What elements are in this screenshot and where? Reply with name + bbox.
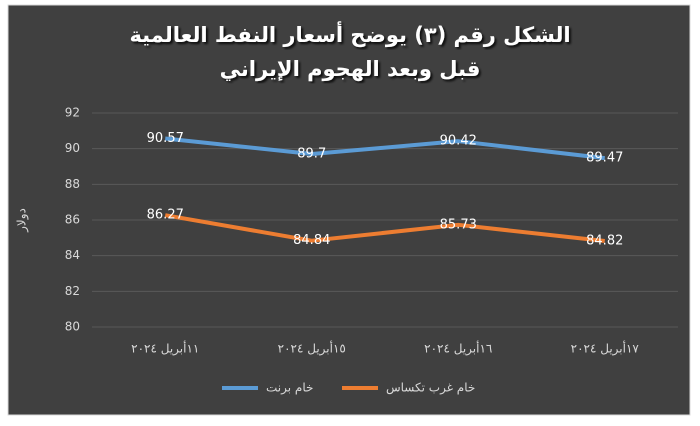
- y-tick-label: 86: [65, 213, 80, 227]
- line: [165, 136, 605, 161]
- chart-title: الشكل رقم (٣) يوضح أسعار النفط العالمية: [129, 20, 570, 47]
- data-label: 84.82: [586, 234, 623, 249]
- y-tick-label: 82: [65, 284, 80, 298]
- data-label: 89.47: [586, 151, 623, 166]
- x-tick-label: ١٥أبريل ٢٠٢٤: [278, 341, 346, 357]
- y-tick-label: 88: [65, 177, 80, 191]
- line: [164, 213, 605, 244]
- data-label: 90.42: [440, 134, 477, 149]
- y-tick-label: 92: [65, 106, 80, 120]
- x-tick-label: ١١أبريل ٢٠٢٤: [131, 341, 199, 357]
- x-tick-label: ١٦أبريل ٢٠٢٤: [424, 341, 492, 357]
- y-tick-label: 90: [65, 141, 80, 155]
- x-tick-label: ١٧أبريل ٢٠٢٤: [571, 341, 640, 357]
- y-tick-label: 80: [65, 320, 80, 334]
- legend-label: خام غرب تكساس: [386, 381, 475, 396]
- data-label: 89.7: [297, 147, 326, 162]
- legend-label: خام برنت: [266, 381, 313, 396]
- data-label: 86.27: [147, 208, 184, 223]
- chart-background: [7, 4, 691, 416]
- data-label: 90.57: [147, 131, 184, 146]
- y-axis-label: دولار: [15, 208, 30, 233]
- data-label: 85.73: [440, 217, 477, 232]
- y-tick-label: 84: [65, 248, 80, 262]
- chart-subtitle: قبل وبعد الهجوم الإيراني: [220, 57, 481, 81]
- data-label: 84.84: [293, 233, 330, 248]
